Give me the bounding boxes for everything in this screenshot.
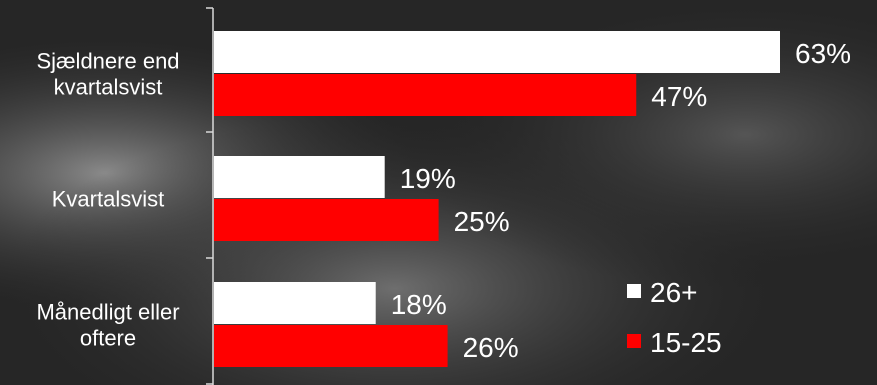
legend-swatch: [627, 334, 641, 348]
value-labels: 63% 19% 18% 47% 25% 26%: [391, 38, 851, 363]
legend-label: 26+: [650, 277, 698, 308]
category-label: Sjældnere end kvartalsvist: [36, 49, 179, 100]
value-label: 25%: [454, 206, 510, 237]
value-label: 18%: [391, 289, 447, 320]
value-label: 19%: [400, 163, 456, 194]
category-label: Månedligt eller oftere: [36, 300, 179, 351]
value-label: 47%: [651, 81, 707, 112]
bar-15-25-1: [214, 199, 439, 241]
legend: 26+ 15-25: [627, 277, 722, 358]
legend-swatch: [627, 284, 641, 298]
category-labels: Sjældnere end kvartalsvist Kvartalsvist Mån…: [36, 49, 179, 351]
bar-26+-1: [214, 156, 385, 198]
value-label: 63%: [795, 38, 851, 69]
bar-26+-2: [214, 282, 376, 324]
bar-15-25-2: [214, 325, 448, 367]
value-label: 26%: [463, 332, 519, 363]
category-axis: [206, 7, 214, 385]
bar-26+-0: [214, 31, 780, 73]
legend-label: 15-25: [650, 327, 722, 358]
category-label: Kvartalsvist: [52, 187, 164, 212]
bar-15-25-0: [214, 74, 637, 116]
bars: [214, 31, 780, 367]
